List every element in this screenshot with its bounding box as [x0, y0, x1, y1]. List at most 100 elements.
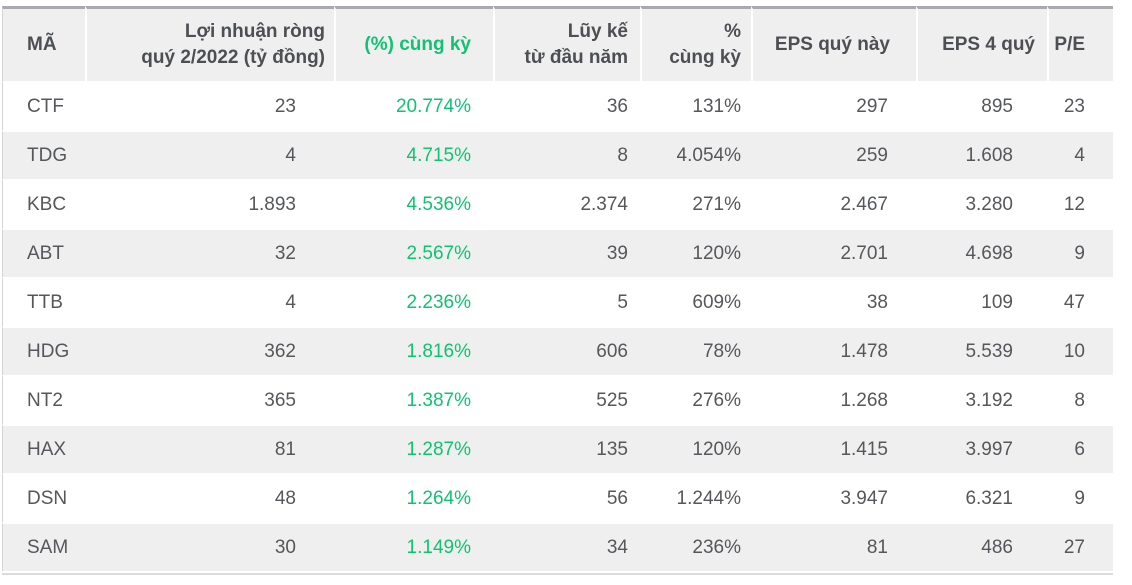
value-cell: 3.192 — [916, 375, 1047, 424]
ticker-cell: DSN — [2, 473, 85, 522]
column-header-label: MÃ — [27, 34, 57, 55]
column-header-label: Lợi nhuận ròng — [184, 21, 325, 42]
column-header-4[interactable]: % cùng kỳ — [640, 6, 751, 81]
value-cell: 23 — [85, 81, 334, 130]
value-cell: 8 — [1047, 375, 1113, 424]
value-cell: 135 — [493, 424, 640, 473]
table-row-3[interactable]: ABT 32 2.567% 39 120% 2.701 4.698 9 — [2, 228, 1113, 277]
value-cell: 78% — [640, 326, 751, 375]
value-cell: 236% — [640, 522, 751, 571]
value-cell: 3.947 — [751, 473, 916, 522]
value-cell: 297 — [751, 81, 916, 130]
value-cell: 895 — [916, 81, 1047, 130]
value-cell: 56 — [493, 473, 640, 522]
value-cell: 48 — [85, 473, 334, 522]
value-cell: 81 — [85, 424, 334, 473]
value-cell: 2.701 — [751, 228, 916, 277]
value-cell: 9 — [1047, 473, 1113, 522]
value-cell: 4 — [85, 130, 334, 179]
value-cell: 2.374 — [493, 179, 640, 228]
value-cell: 120% — [640, 424, 751, 473]
ticker-cell: TTB — [2, 277, 85, 326]
value-cell: 6 — [1047, 424, 1113, 473]
column-header-3[interactable]: Lũy kế từ đầu năm — [493, 6, 640, 81]
column-header-label: từ đầu năm — [524, 47, 629, 68]
value-cell: 5.539 — [916, 326, 1047, 375]
column-header-6[interactable]: EPS 4 quý — [916, 6, 1047, 81]
value-cell: 4.054% — [640, 130, 751, 179]
value-cell: 1.816% — [334, 326, 493, 375]
header-row: MÃ Lợi nhuận ròng quý 2/2022 (tỷ đồng) (%) … — [2, 6, 1113, 81]
column-header-1[interactable]: Lợi nhuận ròng quý 2/2022 (tỷ đồng) — [85, 6, 334, 81]
column-header-label: EPS quý này — [774, 34, 890, 55]
value-cell: 4.698 — [916, 228, 1047, 277]
value-cell: 4.536% — [334, 179, 493, 228]
value-cell: 4 — [85, 277, 334, 326]
column-header-label: quý 2/2022 (tỷ đồng) — [141, 47, 325, 68]
table-row-9[interactable]: SAM 30 1.149% 34 236% 81 486 27 — [2, 522, 1113, 571]
column-header-label: (%) cùng kỳ — [364, 34, 471, 55]
table-header: MÃ Lợi nhuận ròng quý 2/2022 (tỷ đồng) (%) … — [2, 6, 1113, 81]
table-row-1[interactable]: TDG 4 4.715% 8 4.054% 259 1.608 4 — [2, 130, 1113, 179]
value-cell: 20.774% — [334, 81, 493, 130]
column-header-label: % — [724, 21, 741, 42]
value-cell: 259 — [751, 130, 916, 179]
value-cell: 39 — [493, 228, 640, 277]
value-cell: 1.268 — [751, 375, 916, 424]
stock-screener-table: MÃ Lợi nhuận ròng quý 2/2022 (tỷ đồng) (%) … — [2, 6, 1113, 571]
value-cell: 38 — [751, 277, 916, 326]
ticker-cell: NT2 — [2, 375, 85, 424]
value-cell: 1.244% — [640, 473, 751, 522]
value-cell: 27 — [1047, 522, 1113, 571]
table-row-2[interactable]: KBC 1.893 4.536% 2.374 271% 2.467 3.280 12 — [2, 179, 1113, 228]
value-cell: 271% — [640, 179, 751, 228]
value-cell: 606 — [493, 326, 640, 375]
value-cell: 3.997 — [916, 424, 1047, 473]
value-cell: 23 — [1047, 81, 1113, 130]
value-cell: 32 — [85, 228, 334, 277]
column-header-label: Lũy kế — [567, 21, 628, 42]
value-cell: 2.567% — [334, 228, 493, 277]
table-row-7[interactable]: HAX 81 1.287% 135 120% 1.415 3.997 6 — [2, 424, 1113, 473]
value-cell: 4 — [1047, 130, 1113, 179]
column-header-label: P/E — [1054, 34, 1085, 55]
table-row-0[interactable]: CTF 23 20.774% 36 131% 297 895 23 — [2, 81, 1113, 130]
ticker-cell: HDG — [2, 326, 85, 375]
value-cell: 1.287% — [334, 424, 493, 473]
column-header-label: EPS 4 quý — [942, 34, 1035, 55]
value-cell: 81 — [751, 522, 916, 571]
value-cell: 525 — [493, 375, 640, 424]
value-cell: 1.149% — [334, 522, 493, 571]
column-header-2[interactable]: (%) cùng kỳ — [334, 6, 493, 81]
value-cell: 2.236% — [334, 277, 493, 326]
ticker-cell: CTF — [2, 81, 85, 130]
value-cell: 131% — [640, 81, 751, 130]
column-header-7[interactable]: P/E — [1047, 6, 1113, 81]
table-row-4[interactable]: TTB 4 2.236% 5 609% 38 109 47 — [2, 277, 1113, 326]
value-cell: 36 — [493, 81, 640, 130]
value-cell: 1.478 — [751, 326, 916, 375]
value-cell: 362 — [85, 326, 334, 375]
ticker-cell: SAM — [2, 522, 85, 571]
table-row-6[interactable]: NT2 365 1.387% 525 276% 1.268 3.192 8 — [2, 375, 1113, 424]
value-cell: 2.467 — [751, 179, 916, 228]
value-cell: 1.387% — [334, 375, 493, 424]
table-row-8[interactable]: DSN 48 1.264% 56 1.244% 3.947 6.321 9 — [2, 473, 1113, 522]
value-cell: 120% — [640, 228, 751, 277]
value-cell: 10 — [1047, 326, 1113, 375]
value-cell: 109 — [916, 277, 1047, 326]
value-cell: 4.715% — [334, 130, 493, 179]
ticker-cell: TDG — [2, 130, 85, 179]
value-cell: 1.893 — [85, 179, 334, 228]
table-body: CTF 23 20.774% 36 131% 297 895 23 TDG 4 4.715% 8 4.0… — [2, 81, 1113, 571]
value-cell: 486 — [916, 522, 1047, 571]
value-cell: 609% — [640, 277, 751, 326]
value-cell: 47 — [1047, 277, 1113, 326]
table-row-5[interactable]: HDG 362 1.816% 606 78% 1.478 5.539 10 — [2, 326, 1113, 375]
value-cell: 8 — [493, 130, 640, 179]
column-header-5[interactable]: EPS quý này — [751, 6, 916, 81]
column-header-0[interactable]: MÃ — [2, 6, 85, 81]
value-cell: 1.264% — [334, 473, 493, 522]
value-cell: 276% — [640, 375, 751, 424]
value-cell: 9 — [1047, 228, 1113, 277]
